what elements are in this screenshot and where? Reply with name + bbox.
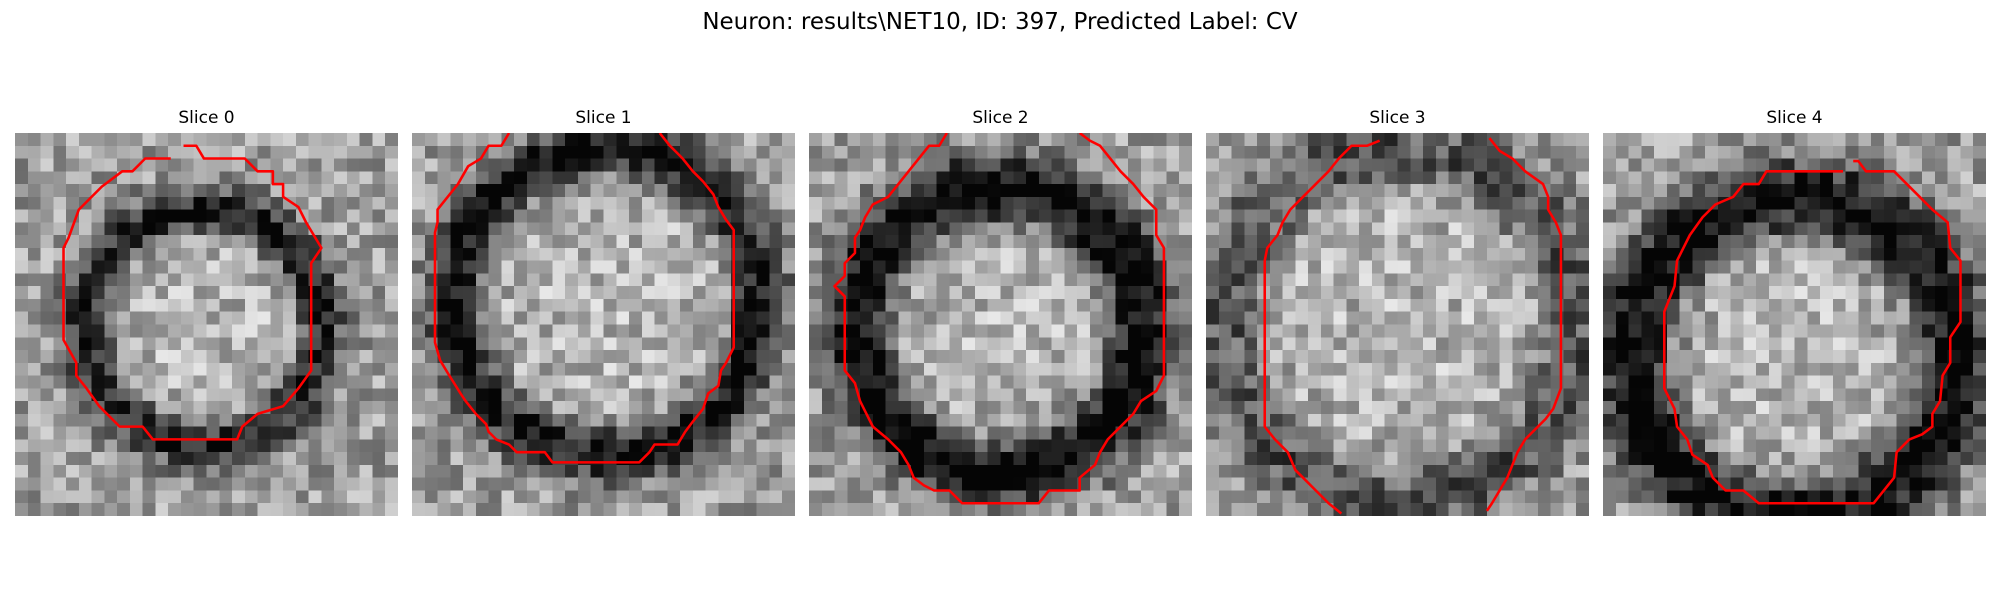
slice-panel-1: Slice 1 xyxy=(412,108,795,518)
slice-contour-3 xyxy=(1263,137,1563,515)
slice-title-0: Slice 0 xyxy=(178,108,235,128)
slice-contour-0 xyxy=(62,144,323,441)
slice-contour-2 xyxy=(833,133,1166,505)
slice-image-3 xyxy=(1206,133,1589,516)
slice-title-4: Slice 4 xyxy=(1766,108,1823,128)
slice-image-2 xyxy=(809,133,1192,516)
slice-image-1 xyxy=(412,133,795,516)
slice-contour-4 xyxy=(1663,159,1962,505)
figure-title: Neuron: results\NET10, ID: 397, Predicte… xyxy=(702,9,1298,35)
slice-panel-0: Slice 0 xyxy=(15,108,398,518)
segmentation-contour xyxy=(1485,137,1563,512)
slice-title-2: Slice 2 xyxy=(972,108,1029,128)
segmentation-contour xyxy=(1663,159,1962,505)
slice-image-4 xyxy=(1603,133,1986,516)
slice-panel-3: Slice 3 xyxy=(1206,108,1589,518)
slice-contour-1 xyxy=(433,133,735,464)
slice-title-1: Slice 1 xyxy=(575,108,632,128)
slice-image-0 xyxy=(15,133,398,516)
slice-panel-4: Slice 4 xyxy=(1603,108,1986,518)
segmentation-contour xyxy=(62,144,323,441)
segmentation-contour xyxy=(1263,139,1381,515)
segmentation-contour xyxy=(433,133,735,464)
slice-title-3: Slice 3 xyxy=(1369,108,1426,128)
slice-panel-2: Slice 2 xyxy=(809,108,1192,518)
segmentation-contour xyxy=(833,133,1166,505)
